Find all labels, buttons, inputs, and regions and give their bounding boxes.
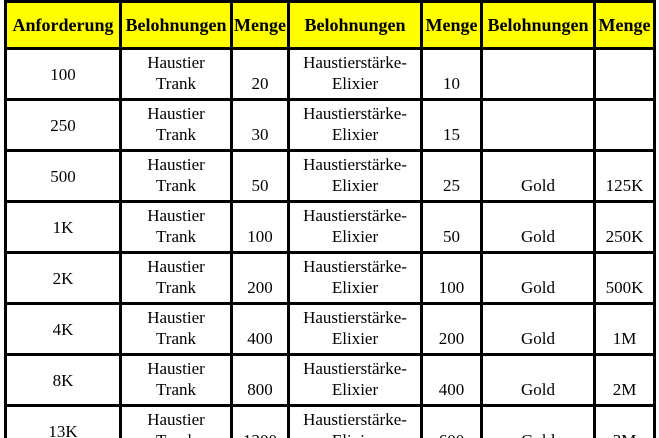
column-header-menge-2: Menge xyxy=(420,0,483,50)
column-header-menge-1: Menge xyxy=(230,0,290,50)
table-row: 1K Haustier Trank 100 Haustierstärke- Elixi… xyxy=(4,200,656,254)
header-row: Anforderung Belohnungen Menge Belohnunge… xyxy=(4,0,656,50)
table-cell: 15 xyxy=(420,98,483,152)
table-cell: 10 xyxy=(420,47,483,101)
table-cell: Haustierstärke- Elixier xyxy=(287,404,423,438)
table-cell: 250 xyxy=(4,98,122,152)
column-header-belohnungen-1: Belohnungen xyxy=(119,0,233,50)
table-cell: 3M xyxy=(593,404,656,438)
table-cell: Gold xyxy=(480,200,596,254)
table-cell: 25 xyxy=(420,149,483,203)
rewards-table: Anforderung Belohnungen Menge Belohnunge… xyxy=(4,0,656,438)
table-row: 4K Haustier Trank 400 Haustierstärke- Elixi… xyxy=(4,302,656,356)
table-row: 8K Haustier Trank 800 Haustierstärke- Elixi… xyxy=(4,353,656,407)
table-cell: 500 xyxy=(4,149,122,203)
table-cell: 200 xyxy=(420,302,483,356)
column-header-anforderung: Anforderung xyxy=(4,0,122,50)
table-cell: 800 xyxy=(230,353,290,407)
table-cell: Haustierstärke- Elixier xyxy=(287,353,423,407)
table-row: 500 Haustier Trank 50 Haustierstärke- Elixi… xyxy=(4,149,656,203)
table-cell: Haustier Trank xyxy=(119,404,233,438)
table-cell: 50 xyxy=(420,200,483,254)
table-cell xyxy=(593,98,656,152)
table-cell: 400 xyxy=(420,353,483,407)
table-cell: Gold xyxy=(480,404,596,438)
table-cell: Haustier Trank xyxy=(119,353,233,407)
table-cell: 100 xyxy=(230,200,290,254)
table-cell: 4K xyxy=(4,302,122,356)
table-cell: 100 xyxy=(420,251,483,305)
table-cell: 200 xyxy=(230,251,290,305)
table-cell: 1200 xyxy=(230,404,290,438)
table-cell: Haustier Trank xyxy=(119,302,233,356)
table-cell: Gold xyxy=(480,149,596,203)
table-cell: Haustierstärke- Elixier xyxy=(287,251,423,305)
table-cell: 2K xyxy=(4,251,122,305)
table-cell xyxy=(480,98,596,152)
table-cell: Haustierstärke- Elixier xyxy=(287,149,423,203)
table-header: Anforderung Belohnungen Menge Belohnunge… xyxy=(4,0,656,50)
table-cell: 600 xyxy=(420,404,483,438)
table-cell: 30 xyxy=(230,98,290,152)
table-cell: Haustier Trank xyxy=(119,98,233,152)
table-cell: Haustier Trank xyxy=(119,149,233,203)
column-header-menge-3: Menge xyxy=(593,0,656,50)
table-cell: Haustierstärke- Elixier xyxy=(287,47,423,101)
table-cell: 2M xyxy=(593,353,656,407)
table-cell: 50 xyxy=(230,149,290,203)
table-cell: Gold xyxy=(480,251,596,305)
table-cell xyxy=(593,47,656,101)
table-cell: 8K xyxy=(4,353,122,407)
table-cell: Haustierstärke- Elixier xyxy=(287,302,423,356)
table-cell: 250K xyxy=(593,200,656,254)
table-row: 100 Haustier Trank 20 Haustierstärke- Elixi… xyxy=(4,47,656,101)
table-cell: 100 xyxy=(4,47,122,101)
table-cell: Haustierstärke- Elixier xyxy=(287,200,423,254)
table-cell: 125K xyxy=(593,149,656,203)
column-header-belohnungen-2: Belohnungen xyxy=(287,0,423,50)
table-cell: Haustierstärke- Elixier xyxy=(287,98,423,152)
table-cell: Haustier Trank xyxy=(119,251,233,305)
table-row: 2K Haustier Trank 200 Haustierstärke- Elixi… xyxy=(4,251,656,305)
table-cell: Gold xyxy=(480,353,596,407)
table-body: 100 Haustier Trank 20 Haustierstärke- Elixi… xyxy=(4,47,656,438)
table-cell: 20 xyxy=(230,47,290,101)
table-cell: 500K xyxy=(593,251,656,305)
table-cell: 400 xyxy=(230,302,290,356)
table-cell: 13K xyxy=(4,404,122,438)
table-cell: Haustier Trank xyxy=(119,200,233,254)
column-header-belohnungen-3: Belohnungen xyxy=(480,0,596,50)
table-cell xyxy=(480,47,596,101)
table-cell: 1K xyxy=(4,200,122,254)
table-cell: Gold xyxy=(480,302,596,356)
table-row: 250 Haustier Trank 30 Haustierstärke- Elixi… xyxy=(4,98,656,152)
table-cell: Haustier Trank xyxy=(119,47,233,101)
table-cell: 1M xyxy=(593,302,656,356)
